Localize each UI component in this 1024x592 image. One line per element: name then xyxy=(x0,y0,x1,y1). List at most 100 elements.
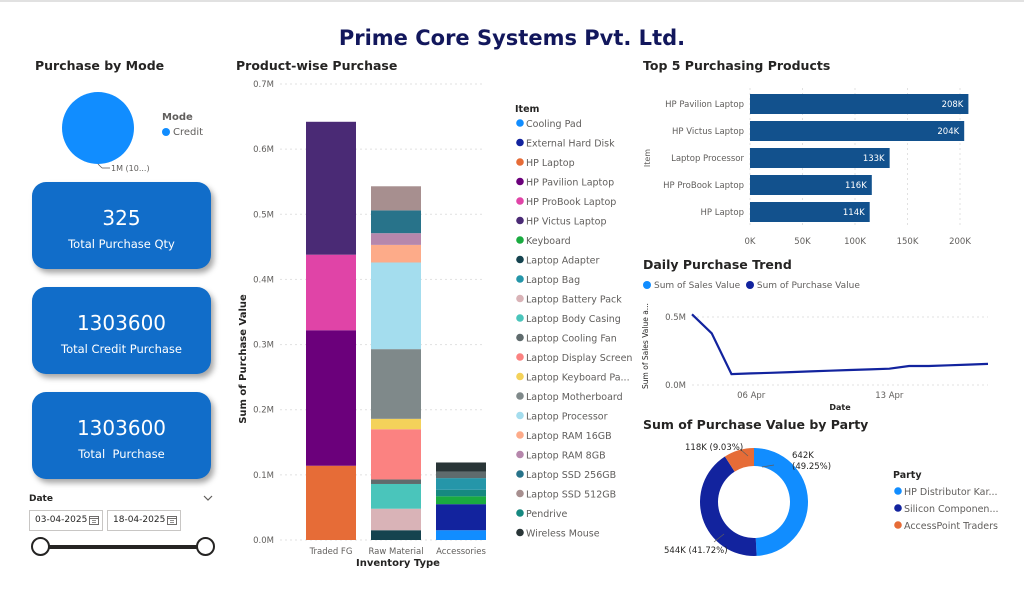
bar-segment-hp-pavilion-laptop[interactable] xyxy=(306,330,356,466)
legend-item[interactable]: Cooling Pad xyxy=(516,119,582,130)
date-range-slider-track[interactable] xyxy=(40,545,206,549)
top-rule xyxy=(0,0,1024,2)
top5-bar[interactable] xyxy=(750,121,965,141)
legend-item[interactable]: HP ProBook Laptop xyxy=(516,197,616,208)
chevron-down-icon[interactable] xyxy=(202,492,214,504)
donut-slice-hp-distributor-kar-[interactable] xyxy=(754,448,808,556)
top5-bar[interactable] xyxy=(750,94,969,114)
bar-segment-hp-probook-laptop[interactable] xyxy=(306,254,356,331)
legend-item[interactable]: Keyboard xyxy=(516,236,571,247)
legend-label: Laptop Keyboard Pa... xyxy=(526,373,630,384)
bar-segment-laptop-ssd-256gb[interactable] xyxy=(371,210,421,234)
legend-dot-icon xyxy=(516,314,524,322)
mode-legend-item[interactable]: Credit xyxy=(162,127,203,138)
legend-item[interactable]: Laptop Motherboard xyxy=(516,392,623,403)
legend-item-sales[interactable]: Sum of Sales Value xyxy=(643,281,740,291)
end-date-input[interactable]: 18-04-2025 xyxy=(107,510,181,531)
bar-segment-laptop-battery-pack[interactable] xyxy=(371,508,421,531)
purchase-value-line[interactable] xyxy=(691,313,989,376)
purchase-by-mode-pie[interactable]: 1M (10...) xyxy=(0,80,230,180)
bar-segment-laptop-motherboard[interactable] xyxy=(371,349,421,419)
calendar-icon[interactable] xyxy=(167,515,177,525)
party-donut-chart[interactable]: 642K (49.25%) 544K (41.72%) 118K (9.03%)… xyxy=(636,432,1016,582)
top5-title: Top 5 Purchasing Products xyxy=(643,58,831,73)
legend-label: Silicon Componen... xyxy=(904,504,999,515)
product-wise-title: Product-wise Purchase xyxy=(236,58,398,73)
bar-segment-laptop-ram-16gb[interactable] xyxy=(371,244,421,263)
bar-segment-wireless-mouse[interactable] xyxy=(436,462,486,472)
date-slider-end-handle[interactable] xyxy=(196,537,215,556)
legend-item[interactable]: Laptop Battery Pack xyxy=(516,295,622,306)
legend-label: Cooling Pad xyxy=(526,119,582,130)
legend-item[interactable]: Laptop Keyboard Pa... xyxy=(516,373,630,384)
pie-slice-credit[interactable] xyxy=(62,92,134,164)
legend-item[interactable]: Laptop RAM 8GB xyxy=(516,451,606,462)
slice-label: 642K xyxy=(792,451,814,461)
bar-segment-laptop-body-casing[interactable] xyxy=(371,483,421,509)
legend-item[interactable]: Laptop Adapter xyxy=(516,256,600,267)
daily-trend-line-chart[interactable]: Sum of Sales Value a... Date 0.5M 0.0M 06 … xyxy=(636,296,1006,414)
legend-label: Laptop Bag xyxy=(526,275,580,286)
legend-item[interactable]: Pendrive xyxy=(516,509,567,520)
legend-label: Sum of Sales Value xyxy=(654,281,741,291)
bar-data-label: 114K xyxy=(843,208,865,218)
bar-segment-laptop-adapter[interactable] xyxy=(371,530,421,540)
legend-dot-icon xyxy=(516,470,524,478)
bar-segment-laptop-cooling-fan[interactable] xyxy=(436,471,486,479)
top5-bar[interactable] xyxy=(750,202,870,222)
legend-item[interactable]: Laptop SSD 256GB xyxy=(516,470,616,481)
bar-segment-laptop-cooling-fan[interactable] xyxy=(371,479,421,484)
bar-segment-pendrive[interactable] xyxy=(436,489,486,497)
legend-item[interactable]: External Hard Disk xyxy=(516,139,615,150)
legend-item-purchase[interactable]: Sum of Purchase Value xyxy=(745,281,860,291)
legend-title: Item xyxy=(515,104,540,115)
bar-segment-laptop-ram-8gb[interactable] xyxy=(371,233,421,245)
start-date-input[interactable]: 03-04-2025 xyxy=(29,510,103,531)
legend-item[interactable]: Wireless Mouse xyxy=(516,529,600,540)
legend-item[interactable]: HP Victus Laptop xyxy=(516,217,606,228)
bar-segment-laptop-keyboard-pa-[interactable] xyxy=(371,418,421,430)
bar-segment-hp-victus-laptop[interactable] xyxy=(306,121,356,255)
legend-item[interactable]: AccessPoint Traders xyxy=(894,521,998,532)
date-slicer-label: Date xyxy=(29,494,53,504)
kpi-card-total-purchase[interactable]: 1303600 Total Purchase xyxy=(32,392,211,479)
kpi-card-total-purchase-qty[interactable]: 325 Total Purchase Qty xyxy=(32,182,211,269)
date-slider-start-handle[interactable] xyxy=(31,537,50,556)
legend-dot-icon xyxy=(516,489,524,498)
bar-data-label: 133K xyxy=(863,154,885,164)
legend-item[interactable]: Silicon Componen... xyxy=(894,504,999,515)
legend-item[interactable]: Laptop Body Casing xyxy=(516,314,621,325)
legend-item[interactable]: Laptop Bag xyxy=(516,275,580,286)
top5-bar-chart[interactable]: Item 0K 50K 100K 150K 200K HP Pavilion Lapto… xyxy=(636,80,1011,255)
legend-item[interactable]: Laptop Cooling Fan xyxy=(516,334,617,345)
kpi-card-total-credit-purchase[interactable]: 1303600 Total Credit Purchase xyxy=(32,287,211,374)
bar-segment-laptop-bag[interactable] xyxy=(436,478,486,490)
bar-segment-cooling-pad[interactable] xyxy=(436,530,486,540)
bar-segment-external-hard-disk[interactable] xyxy=(436,504,486,531)
top5-bar[interactable] xyxy=(750,175,872,195)
donut-slice-silicon-componen-[interactable] xyxy=(700,456,757,556)
bar-segment-laptop-processor[interactable] xyxy=(371,262,421,350)
x-tick-label: Raw Material xyxy=(368,547,423,557)
x-tick-label: 13 Apr xyxy=(875,391,904,401)
legend-item[interactable]: Laptop Display Screen xyxy=(516,353,632,364)
legend-item[interactable]: HP Distributor Kar... xyxy=(894,487,998,498)
bar-segment-laptop-ssd-512gb[interactable] xyxy=(371,186,421,211)
legend-item[interactable]: HP Laptop xyxy=(516,158,575,169)
legend-dot-icon xyxy=(516,138,524,147)
bar-segment-laptop-display-screen[interactable] xyxy=(371,429,421,480)
bar-segment-keyboard[interactable] xyxy=(436,496,486,505)
calendar-icon[interactable] xyxy=(89,515,99,525)
legend-dot-icon xyxy=(516,411,524,420)
legend-item[interactable]: Laptop SSD 512GB xyxy=(516,490,616,501)
legend-item[interactable]: HP Pavilion Laptop xyxy=(516,178,614,189)
legend-item[interactable]: Laptop RAM 16GB xyxy=(516,431,612,442)
x-axis-title: Inventory Type xyxy=(356,558,440,569)
product-wise-stacked-bar-chart[interactable]: 0.0M 0.1M 0.2M 0.3M 0.4M 0.5M 0.6M 0.7M Traded … xyxy=(230,74,635,574)
legend-label: HP Distributor Kar... xyxy=(904,487,998,498)
bar-segment-hp-laptop[interactable] xyxy=(306,465,356,540)
donut-slice-accesspoint-traders[interactable] xyxy=(724,448,754,472)
legend-label: Pendrive xyxy=(526,509,567,520)
top5-bar[interactable] xyxy=(750,148,890,168)
legend-item[interactable]: Laptop Processor xyxy=(516,411,608,423)
